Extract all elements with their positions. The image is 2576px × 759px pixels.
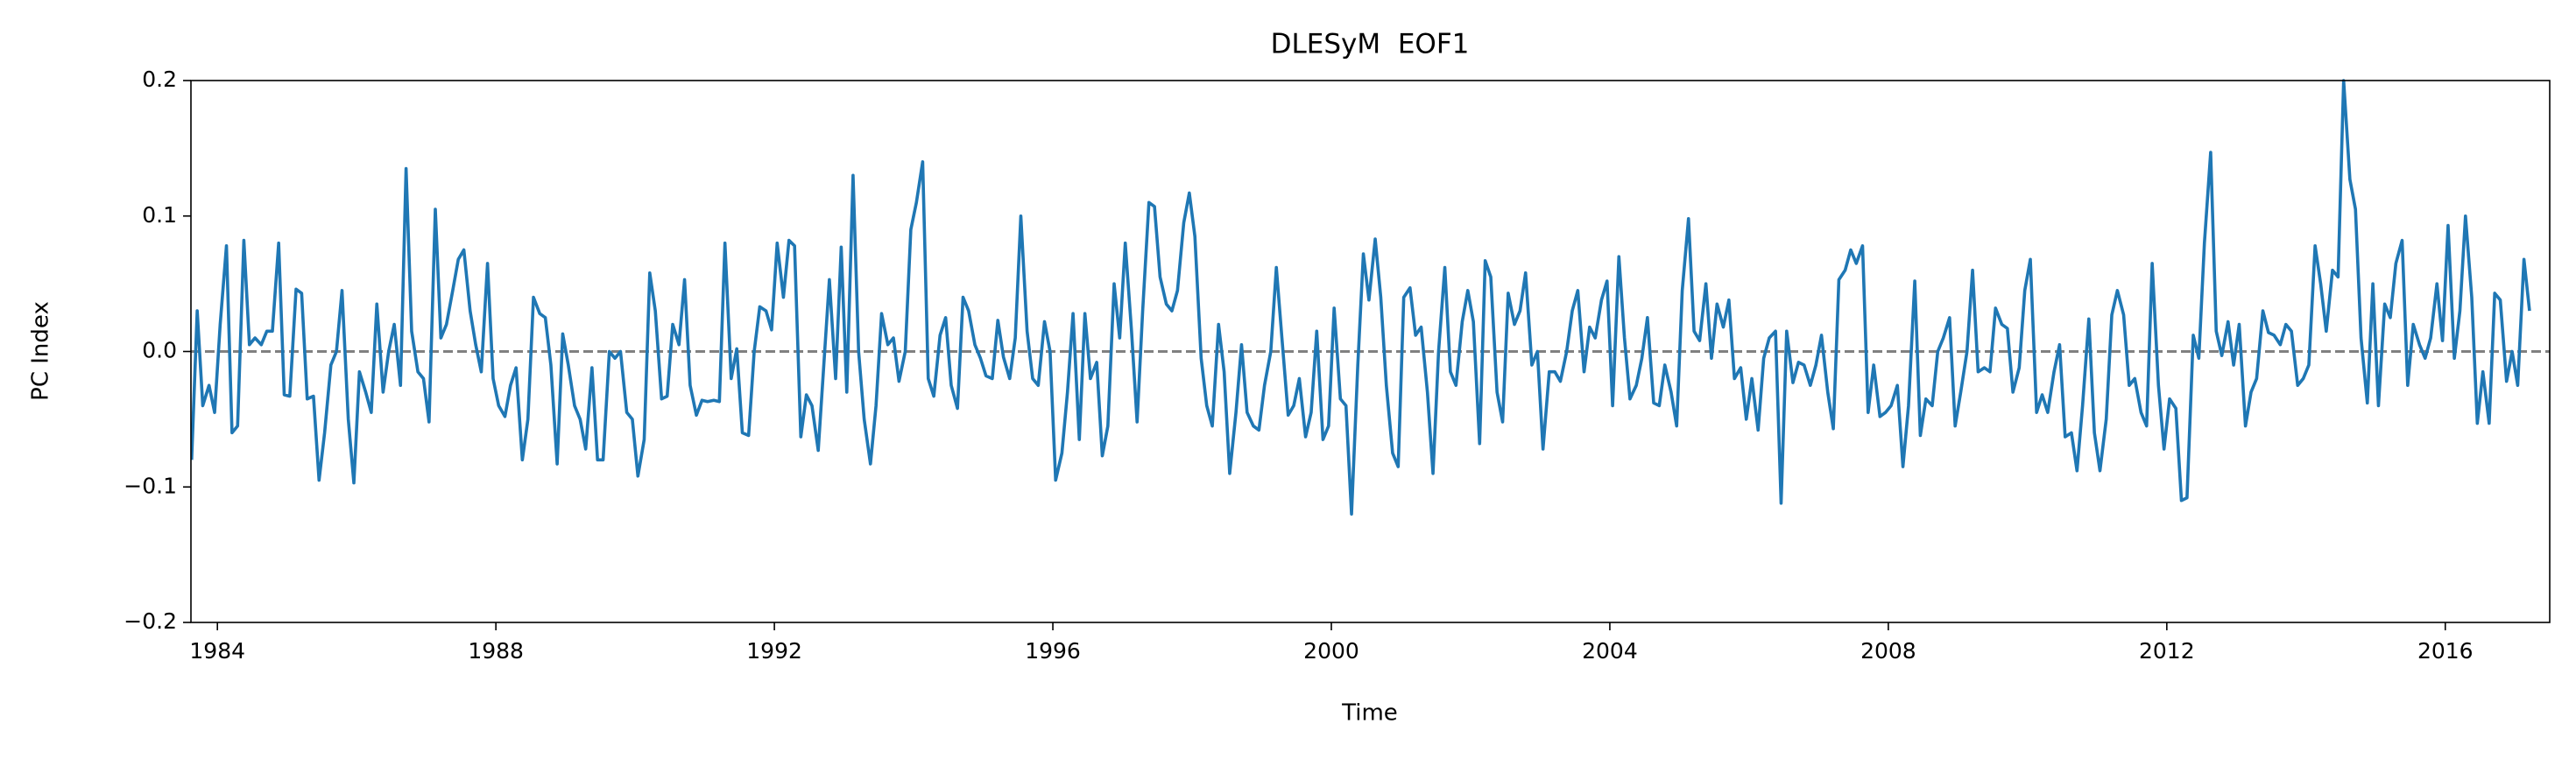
x-tick-label: 1996 [1025,638,1081,664]
y-tick-label: 0.2 [142,67,177,92]
x-tick-label: 2008 [1860,638,1916,664]
x-tick-label: 2016 [2417,638,2474,664]
x-axis-label: Time [1341,700,1398,727]
x-tick-label: 1988 [468,638,524,664]
x-tick-label: 2012 [2139,638,2195,664]
chart-title: DLESyM EOF1 [1271,29,1470,60]
y-tick-label: −0.1 [124,473,177,498]
y-tick-label: 0.0 [142,338,177,363]
y-tick-label: 0.1 [142,202,177,228]
x-tick-label: 2000 [1303,638,1359,664]
x-tick-label: 1984 [189,638,245,664]
y-tick-label: −0.2 [124,608,177,634]
data-line [191,79,2531,516]
plot-frame [190,80,2551,623]
x-tick-label: 2004 [1582,638,1638,664]
y-axis-label: PC Index [28,301,54,401]
x-tick-label: 1992 [746,638,802,664]
